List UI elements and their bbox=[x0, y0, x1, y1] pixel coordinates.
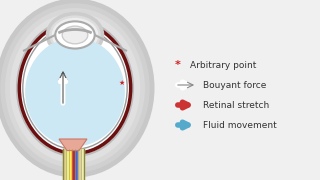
Polygon shape bbox=[69, 149, 72, 180]
Text: Bouyant force: Bouyant force bbox=[203, 80, 266, 89]
Ellipse shape bbox=[17, 20, 133, 156]
Ellipse shape bbox=[62, 26, 88, 44]
Polygon shape bbox=[63, 149, 66, 180]
Ellipse shape bbox=[25, 38, 125, 146]
Text: *: * bbox=[175, 60, 181, 70]
Ellipse shape bbox=[55, 21, 95, 49]
Polygon shape bbox=[75, 149, 78, 180]
Polygon shape bbox=[72, 149, 75, 180]
Text: Arbitrary point: Arbitrary point bbox=[190, 60, 256, 69]
Polygon shape bbox=[81, 149, 84, 180]
Polygon shape bbox=[78, 149, 81, 180]
Text: Retinal stretch: Retinal stretch bbox=[203, 100, 269, 109]
Text: Fluid movement: Fluid movement bbox=[203, 120, 277, 129]
Polygon shape bbox=[66, 149, 69, 180]
Text: ★: ★ bbox=[118, 80, 124, 86]
Polygon shape bbox=[59, 139, 87, 150]
